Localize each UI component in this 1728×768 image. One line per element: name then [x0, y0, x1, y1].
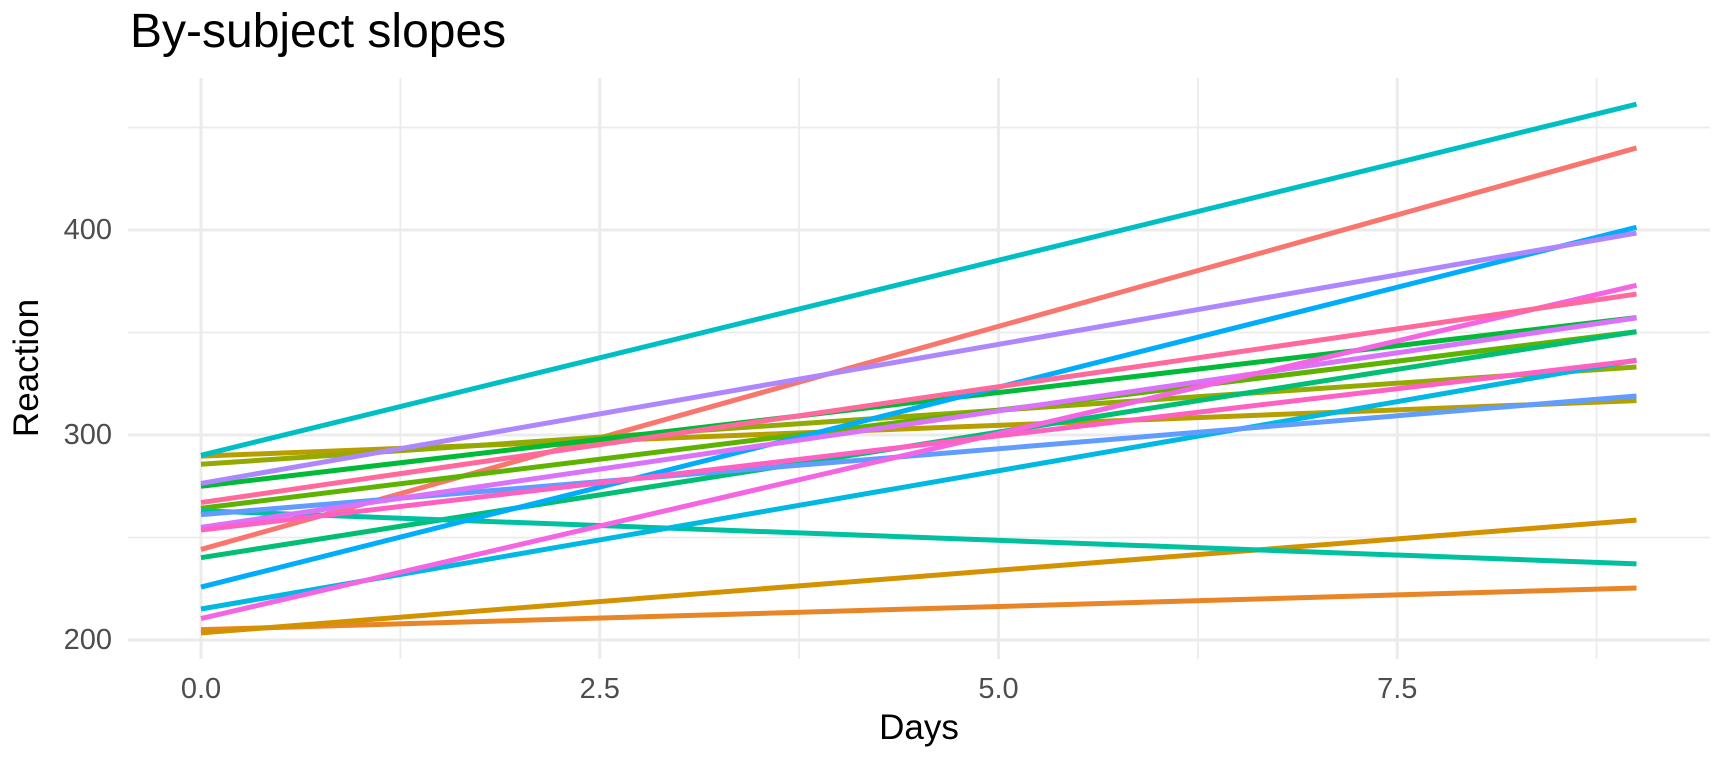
subject-line-372: [200, 291, 1637, 506]
x-tick-label: 2.5: [579, 673, 620, 705]
subject-line-335: [200, 508, 1637, 567]
subject-line-333: [200, 315, 1637, 489]
subject-line-371: [200, 357, 1637, 533]
subject-line-310: [200, 517, 1637, 636]
subject-line-337: [200, 101, 1638, 458]
y-tick-label: 200: [63, 624, 112, 656]
chart-title: By-subject slopes: [130, 5, 507, 58]
subject-line-332: [200, 329, 1637, 511]
x-tick-label: 0.0: [180, 673, 222, 705]
y-axis-title: Reaction: [7, 298, 46, 438]
subject-line-370: [200, 282, 1638, 622]
subject-line-369: [200, 315, 1637, 530]
x-tick-label: 5.0: [978, 673, 1019, 705]
subject-line-331: [200, 364, 1637, 467]
subject-line-350: [200, 224, 1638, 590]
subject-line-309: [200, 585, 1637, 633]
y-tick-label: 300: [63, 419, 112, 451]
y-tick-label: 400: [63, 214, 112, 246]
subject-line-308: [200, 145, 1638, 552]
x-tick-label: 7.5: [1377, 673, 1418, 705]
subject-line-352: [200, 230, 1637, 486]
x-axis-title: Days: [879, 708, 959, 747]
subject-line-349: [200, 357, 1637, 612]
